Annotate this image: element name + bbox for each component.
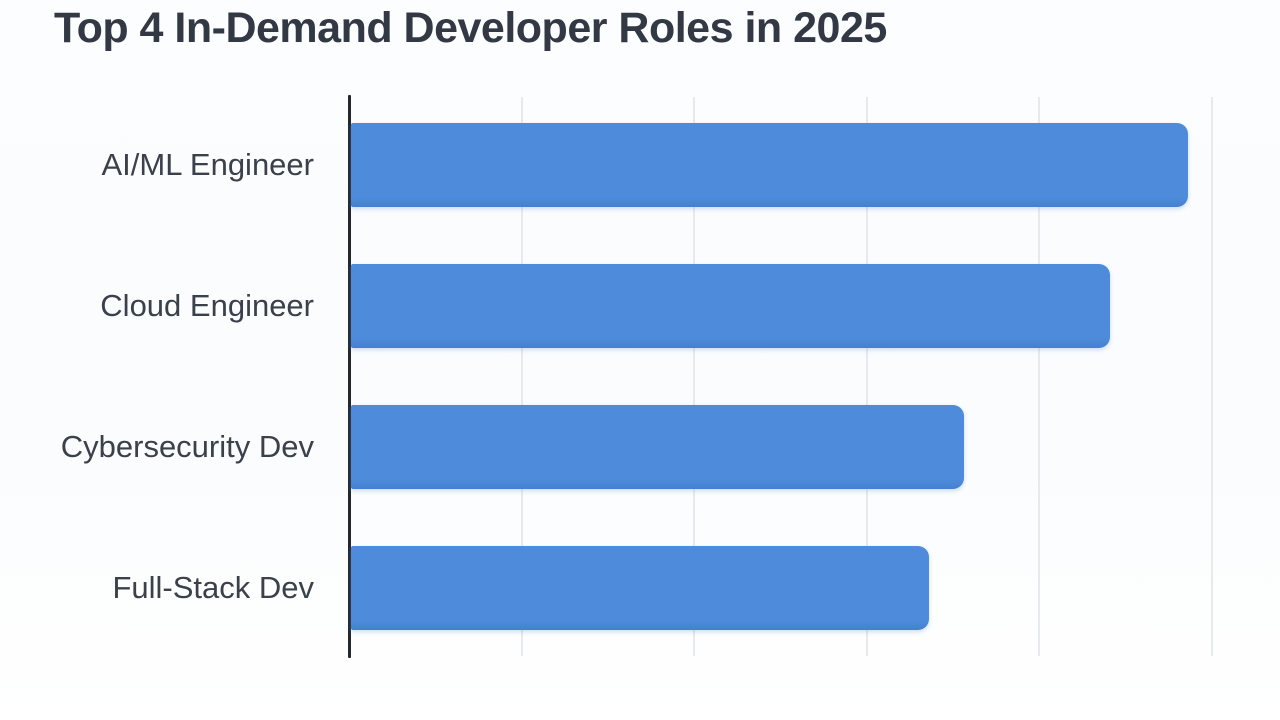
chart-title: Top 4 In-Demand Developer Roles in 2025 bbox=[54, 4, 887, 52]
bar-series-group bbox=[351, 95, 1280, 658]
gridline bbox=[866, 97, 868, 656]
label-row: Cybersecurity Dev bbox=[0, 377, 314, 518]
category-label: Cybersecurity Dev bbox=[60, 428, 314, 464]
gridline bbox=[521, 97, 523, 656]
category-label: Cloud Engineer bbox=[100, 288, 314, 324]
category-label-column: AI/ML Engineer Cloud Engineer Cybersecurit… bbox=[0, 95, 314, 658]
bar-row bbox=[351, 517, 1280, 658]
bar-row bbox=[351, 236, 1280, 377]
bar-row bbox=[351, 95, 1280, 236]
plot-area bbox=[348, 95, 1280, 658]
gridline bbox=[1038, 97, 1040, 656]
gridline bbox=[1211, 97, 1213, 656]
bar-cybersecurity-dev bbox=[351, 404, 964, 489]
y-axis-line bbox=[348, 95, 351, 658]
gridline bbox=[693, 97, 695, 656]
label-row: Full-Stack Dev bbox=[0, 517, 314, 658]
bar-row bbox=[351, 377, 1280, 518]
bar-cloud-engineer bbox=[351, 264, 1110, 349]
category-label: AI/ML Engineer bbox=[101, 147, 314, 183]
label-row: AI/ML Engineer bbox=[0, 95, 314, 236]
category-label: Full-Stack Dev bbox=[112, 569, 314, 605]
label-row: Cloud Engineer bbox=[0, 236, 314, 377]
bar-ai-ml-engineer bbox=[351, 123, 1188, 208]
bar-full-stack-dev bbox=[351, 545, 929, 630]
